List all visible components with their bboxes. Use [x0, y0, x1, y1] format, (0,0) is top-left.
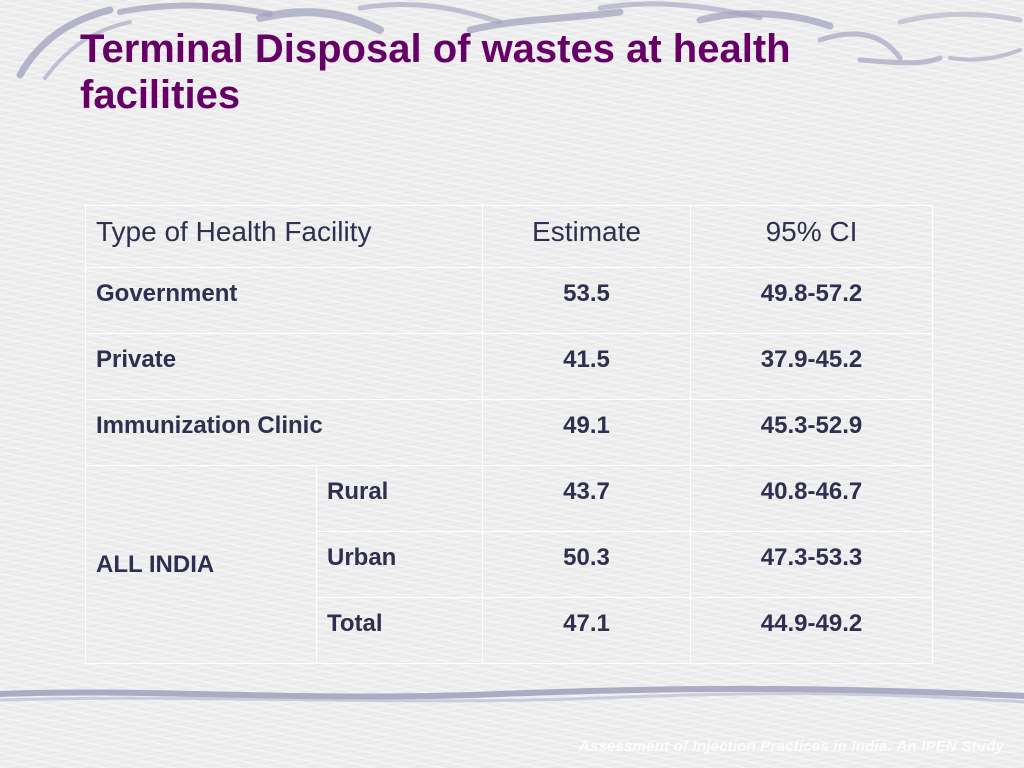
- table-row: Total 47.1 44.9-49.2: [86, 597, 934, 664]
- row-estimate: 41.5: [482, 333, 692, 400]
- table-row: Immunization Clinic 49.1 45.3-52.9: [84, 399, 934, 466]
- row-label: Private: [84, 333, 484, 400]
- row-estimate: 53.5: [482, 267, 692, 334]
- table-row: Private 41.5 37.9-45.2: [84, 333, 934, 400]
- table-header-row: Type of Health Facility Estimate 95% CI: [84, 205, 934, 268]
- row-label: Government: [84, 267, 484, 334]
- subrow-estimate: 50.3: [482, 531, 692, 598]
- header-estimate: Estimate: [482, 205, 692, 268]
- decorative-swirl-top: [16, 1, 1023, 80]
- subrow-ci: 40.8-46.7: [690, 465, 934, 532]
- subrow-estimate: 43.7: [482, 465, 692, 532]
- subrow-estimate: 47.1: [482, 597, 692, 664]
- subrow-label: Urban: [315, 531, 484, 598]
- subrow-label: Total: [315, 597, 484, 664]
- subrow-label: Rural: [315, 465, 484, 532]
- subrow-ci: 44.9-49.2: [690, 597, 934, 664]
- slide-title: Terminal Disposal of wastes at health fa…: [80, 27, 791, 117]
- table-row: Urban 50.3 47.3-53.3: [86, 531, 934, 598]
- group-label-all-india: ALL INDIA: [85, 465, 317, 664]
- header-ci: 95% CI: [690, 205, 934, 268]
- table-row: ALL INDIA Rural 43.7 40.8-46.7: [85, 465, 934, 664]
- row-ci: 49.8-57.2: [690, 267, 934, 334]
- header-type: Type of Health Facility: [84, 205, 484, 268]
- row-label: Immunization Clinic: [84, 399, 484, 466]
- facility-disposal-table: Type of Health Facility Estimate 95% CI …: [84, 205, 934, 664]
- row-ci: 45.3-52.9: [690, 399, 934, 466]
- row-ci: 37.9-45.2: [690, 333, 934, 400]
- decorative-wave-bottom: [0, 685, 1024, 704]
- table-row: Government 53.5 49.8-57.2: [84, 267, 934, 334]
- subrow-ci: 47.3-53.3: [690, 531, 934, 598]
- footer-text: Assessment of Injection Practices in Ind…: [578, 738, 1004, 755]
- row-estimate: 49.1: [482, 399, 692, 466]
